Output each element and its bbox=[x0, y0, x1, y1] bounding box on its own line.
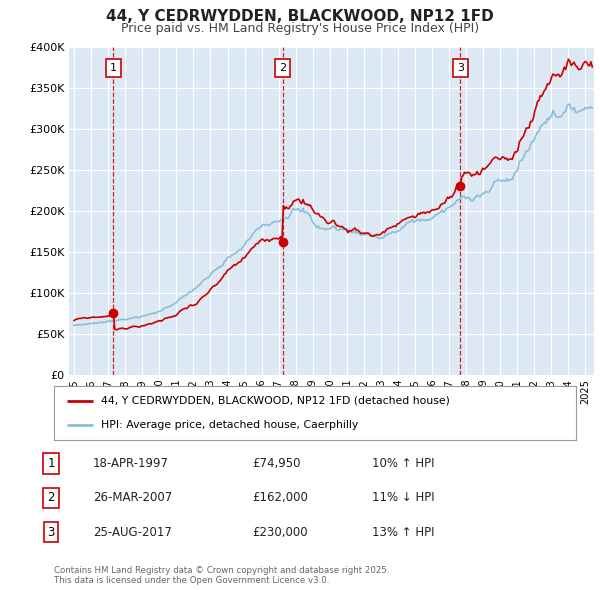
Text: Contains HM Land Registry data © Crown copyright and database right 2025.
This d: Contains HM Land Registry data © Crown c… bbox=[54, 566, 389, 585]
Text: 2: 2 bbox=[279, 63, 286, 73]
Text: HPI: Average price, detached house, Caerphilly: HPI: Average price, detached house, Caer… bbox=[101, 420, 358, 430]
Text: 44, Y CEDRWYDDEN, BLACKWOOD, NP12 1FD: 44, Y CEDRWYDDEN, BLACKWOOD, NP12 1FD bbox=[106, 9, 494, 24]
Text: £162,000: £162,000 bbox=[252, 491, 308, 504]
Text: 3: 3 bbox=[457, 63, 464, 73]
Text: 2: 2 bbox=[47, 491, 55, 504]
Text: 1: 1 bbox=[47, 457, 55, 470]
Text: £230,000: £230,000 bbox=[252, 526, 308, 539]
Text: 44, Y CEDRWYDDEN, BLACKWOOD, NP12 1FD (detached house): 44, Y CEDRWYDDEN, BLACKWOOD, NP12 1FD (d… bbox=[101, 396, 450, 406]
Text: 1: 1 bbox=[110, 63, 116, 73]
Text: £74,950: £74,950 bbox=[252, 457, 301, 470]
Text: 26-MAR-2007: 26-MAR-2007 bbox=[93, 491, 172, 504]
Text: Price paid vs. HM Land Registry's House Price Index (HPI): Price paid vs. HM Land Registry's House … bbox=[121, 22, 479, 35]
Text: 11% ↓ HPI: 11% ↓ HPI bbox=[372, 491, 434, 504]
Text: 10% ↑ HPI: 10% ↑ HPI bbox=[372, 457, 434, 470]
Text: 18-APR-1997: 18-APR-1997 bbox=[93, 457, 169, 470]
Text: 25-AUG-2017: 25-AUG-2017 bbox=[93, 526, 172, 539]
Text: 13% ↑ HPI: 13% ↑ HPI bbox=[372, 526, 434, 539]
Text: 3: 3 bbox=[47, 526, 55, 539]
